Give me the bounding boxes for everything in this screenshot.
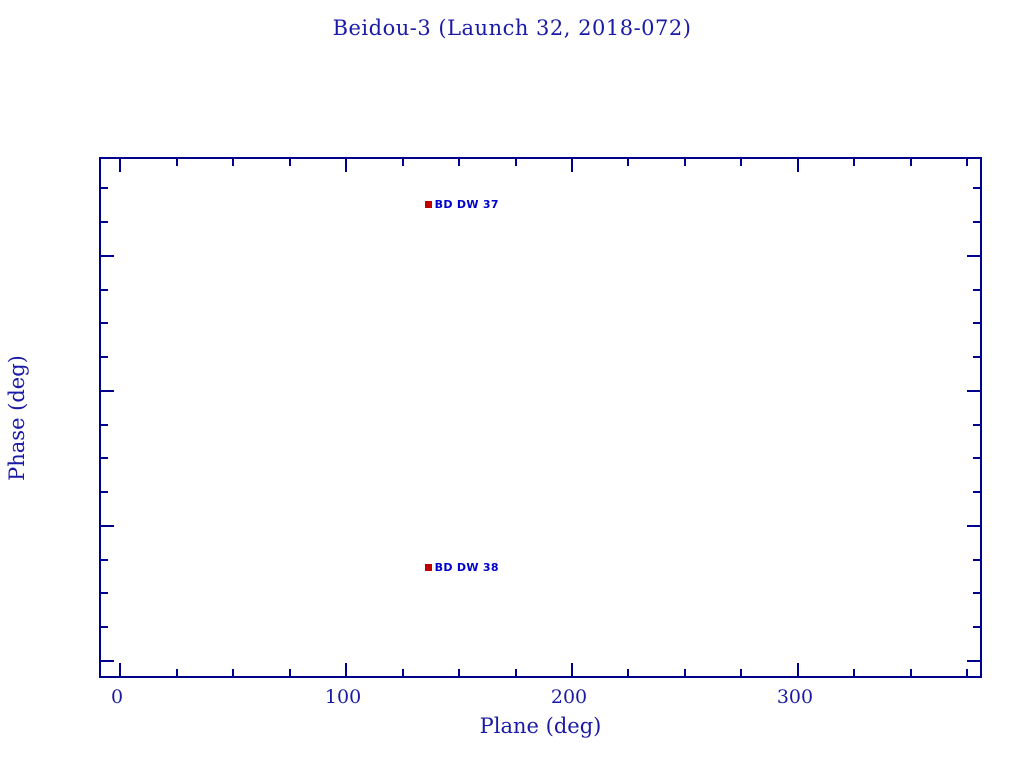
- x-tick: [401, 669, 404, 676]
- x-tick: [683, 669, 686, 676]
- y-tick: [101, 558, 108, 561]
- chart-title: Beidou-3 (Launch 32, 2018-072): [332, 16, 692, 40]
- plot-inner: BD DW 37 BD DW 38: [101, 159, 980, 676]
- x-tick-label: 200: [550, 686, 588, 708]
- x-tick: [627, 669, 630, 676]
- x-tick-top: [966, 159, 969, 166]
- x-tick-top: [514, 159, 517, 166]
- y-tick-right: [973, 491, 980, 494]
- x-tick: [740, 669, 743, 676]
- x-tick-label: 0: [111, 686, 124, 708]
- y-tick: [101, 322, 108, 325]
- x-tick: [345, 663, 348, 676]
- y-tick-right: [973, 626, 980, 629]
- y-tick: [101, 288, 108, 291]
- x-tick: [232, 669, 235, 676]
- y-tick: [101, 187, 108, 190]
- x-axis-label: Plane (deg): [479, 714, 602, 738]
- y-tick-right: [973, 356, 980, 359]
- x-tick-top: [627, 159, 630, 166]
- x-tick: [966, 669, 969, 676]
- y-tick-right: [967, 254, 980, 257]
- x-tick-top: [740, 159, 743, 166]
- y-tick: [101, 626, 108, 629]
- data-point-label: BD DW 38: [434, 561, 499, 574]
- x-tick-top: [796, 159, 799, 172]
- y-tick-right: [973, 558, 980, 561]
- y-tick: [101, 457, 108, 460]
- y-tick-right: [973, 592, 980, 595]
- x-tick-top: [345, 159, 348, 172]
- x-tick-top: [571, 159, 573, 172]
- x-tick: [909, 669, 912, 676]
- x-tick: [796, 663, 799, 676]
- y-tick: [101, 356, 108, 359]
- x-tick-top: [175, 159, 178, 166]
- x-tick: [119, 663, 122, 676]
- y-tick: [101, 221, 108, 224]
- x-tick-top: [853, 159, 856, 166]
- data-point-label: BD DW 37: [434, 197, 499, 211]
- y-tick-right: [967, 389, 980, 392]
- y-axis-label: Phase (deg): [5, 354, 29, 481]
- x-tick-top: [683, 159, 686, 166]
- y-tick-right: [973, 457, 980, 460]
- y-tick: [101, 592, 108, 595]
- y-tick-right: [967, 524, 980, 527]
- y-tick: [101, 423, 108, 426]
- x-tick: [571, 663, 573, 676]
- x-tick: [288, 669, 291, 676]
- y-tick: [101, 491, 108, 494]
- x-tick-top: [232, 159, 235, 166]
- y-tick: [101, 659, 114, 662]
- y-axis-label-wrap: Phase (deg): [0, 157, 34, 678]
- x-tick-label: 300: [776, 686, 814, 708]
- x-tick-top: [909, 159, 912, 166]
- y-tick-right: [973, 187, 980, 190]
- x-tick: [458, 669, 461, 676]
- y-tick-right: [967, 659, 980, 662]
- x-tick-label: 100: [324, 686, 362, 708]
- y-tick-right: [973, 221, 980, 224]
- x-tick-top: [288, 159, 291, 166]
- y-tick: [101, 389, 114, 392]
- x-tick: [853, 669, 856, 676]
- y-tick: [101, 254, 114, 257]
- y-tick-right: [973, 322, 980, 325]
- x-tick: [514, 669, 517, 676]
- x-tick-top: [119, 159, 122, 172]
- x-tick-top: [401, 159, 404, 166]
- y-tick-right: [973, 288, 980, 291]
- plot-frame: BD DW 37 BD DW 38: [99, 157, 982, 678]
- x-tick-top: [458, 159, 461, 166]
- y-tick-right: [973, 423, 980, 426]
- data-point-marker: [424, 200, 432, 208]
- x-tick: [175, 669, 178, 676]
- data-point-marker: [424, 564, 432, 571]
- y-tick: [101, 524, 114, 527]
